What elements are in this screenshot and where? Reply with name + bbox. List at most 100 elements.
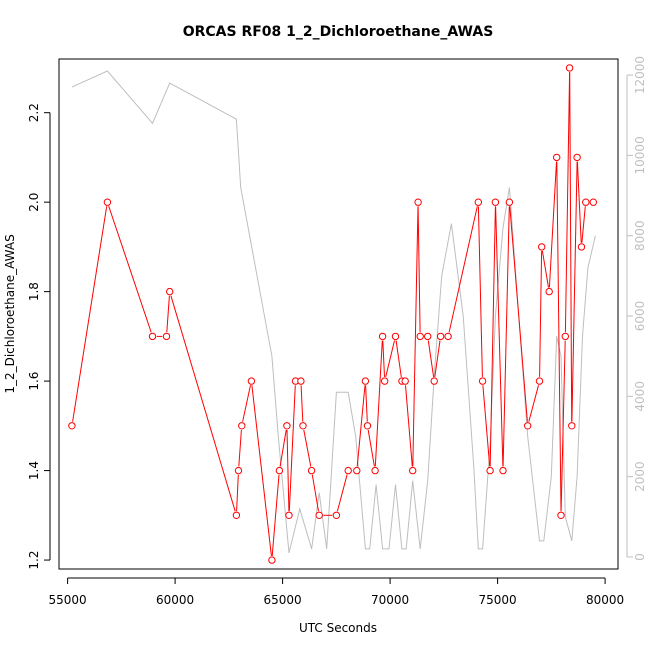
data-point bbox=[166, 287, 174, 296]
data-point bbox=[285, 511, 293, 519]
data-point bbox=[568, 422, 576, 430]
data-point bbox=[268, 556, 276, 564]
y-tick-label: 2.2 bbox=[27, 103, 41, 122]
data-point bbox=[486, 466, 494, 475]
data-point bbox=[353, 466, 361, 475]
series-line-segment bbox=[382, 340, 385, 377]
data-point bbox=[491, 198, 500, 206]
series-line-segment bbox=[502, 206, 510, 467]
data-point bbox=[247, 377, 256, 385]
x-tick-label: 70000 bbox=[371, 593, 409, 607]
data-point bbox=[577, 243, 586, 251]
data-point bbox=[344, 466, 352, 475]
y2-tick-label: 2000 bbox=[633, 461, 647, 492]
y-axis-label: 1_2_Dichloroethane_AWAS bbox=[3, 234, 17, 393]
series-line-segment bbox=[385, 340, 395, 378]
x-tick-label: 80000 bbox=[586, 593, 624, 607]
series-line-segment bbox=[405, 385, 413, 467]
y-tick-label: 1.4 bbox=[27, 461, 41, 480]
x-axis: 55000 60000 65000 70000 75000 80000 bbox=[49, 577, 624, 607]
series-line-segment bbox=[300, 385, 304, 422]
series-line-segment bbox=[367, 429, 375, 467]
data-point bbox=[589, 198, 597, 206]
data-point bbox=[416, 332, 424, 341]
series-line-segment bbox=[236, 474, 239, 512]
data-point bbox=[414, 198, 422, 206]
series-line-segment bbox=[311, 474, 319, 512]
data-point bbox=[391, 332, 400, 341]
series-line-segment bbox=[528, 385, 539, 422]
data-point bbox=[436, 332, 445, 341]
data-point bbox=[582, 198, 590, 206]
series-line-segment bbox=[495, 206, 504, 467]
series-line-segment bbox=[427, 340, 435, 377]
data-point bbox=[424, 332, 432, 341]
data-point bbox=[238, 422, 246, 430]
data-point bbox=[275, 466, 284, 475]
data-point bbox=[332, 511, 341, 519]
series-line-segment bbox=[569, 72, 573, 422]
data-point bbox=[299, 422, 307, 430]
primary-points-layer bbox=[68, 64, 597, 564]
data-point bbox=[371, 466, 379, 475]
series-line-segment bbox=[539, 251, 543, 377]
data-point bbox=[232, 511, 241, 519]
y2-axis: 0 2000 4000 6000 8000 10000 12000 bbox=[626, 56, 647, 561]
series-line-segment bbox=[395, 340, 402, 377]
data-point bbox=[363, 422, 372, 430]
data-point bbox=[283, 422, 291, 430]
series-line-segment bbox=[412, 206, 419, 467]
y2-tick-label: 6000 bbox=[633, 301, 647, 332]
series-line-segment bbox=[417, 206, 421, 333]
data-point bbox=[315, 511, 323, 519]
series-line-segment bbox=[286, 429, 290, 512]
data-point bbox=[474, 198, 482, 206]
series-line-segment bbox=[288, 385, 296, 512]
data-point bbox=[505, 198, 514, 206]
secondary-series-layer bbox=[71, 70, 596, 554]
data-point bbox=[478, 377, 487, 385]
series-line-segment bbox=[548, 161, 557, 288]
series-line-segment bbox=[336, 474, 348, 512]
series-line-segment bbox=[556, 161, 562, 512]
series-line-segment bbox=[564, 72, 571, 333]
data-point bbox=[557, 511, 565, 519]
y2-tick-label: 12000 bbox=[633, 56, 647, 94]
data-point bbox=[545, 287, 553, 296]
series-line-segment bbox=[509, 206, 528, 422]
data-point bbox=[553, 153, 561, 162]
y2-tick-label: 4000 bbox=[633, 381, 647, 412]
data-point bbox=[162, 332, 171, 341]
data-point bbox=[103, 198, 112, 206]
y2-tick-label: 8000 bbox=[633, 220, 647, 251]
data-point bbox=[361, 377, 370, 385]
y-tick-label: 1.6 bbox=[27, 372, 41, 391]
x-tick-label: 65000 bbox=[264, 593, 302, 607]
plot-frame bbox=[58, 58, 619, 570]
series-line-segment bbox=[434, 340, 441, 377]
data-point bbox=[381, 377, 389, 385]
series-line-segment bbox=[356, 385, 366, 467]
data-point bbox=[401, 377, 409, 385]
series-line-segment bbox=[170, 295, 236, 512]
series-line-segment bbox=[251, 385, 272, 556]
x-axis-label: UTC Seconds bbox=[299, 621, 377, 635]
series-line-segment bbox=[448, 206, 478, 333]
x-tick-label: 75000 bbox=[479, 593, 517, 607]
series-line-segment bbox=[303, 429, 312, 467]
data-point bbox=[565, 64, 574, 72]
series-line-segment bbox=[374, 340, 383, 467]
y2-tick-label: 0 bbox=[633, 553, 647, 561]
series-line-segment bbox=[365, 385, 368, 422]
series-line-segment bbox=[576, 161, 582, 243]
data-point bbox=[535, 377, 544, 385]
data-point bbox=[234, 466, 243, 475]
data-point bbox=[561, 332, 569, 341]
y-tick-label: 1.2 bbox=[27, 551, 41, 570]
series-line-segment bbox=[541, 250, 549, 288]
series-line-segment bbox=[489, 206, 496, 467]
series-line-segment bbox=[581, 206, 586, 243]
series-line-segment bbox=[271, 474, 280, 556]
y-axis: 1.2 1.4 1.6 1.8 2.0 2.2 bbox=[27, 103, 51, 570]
